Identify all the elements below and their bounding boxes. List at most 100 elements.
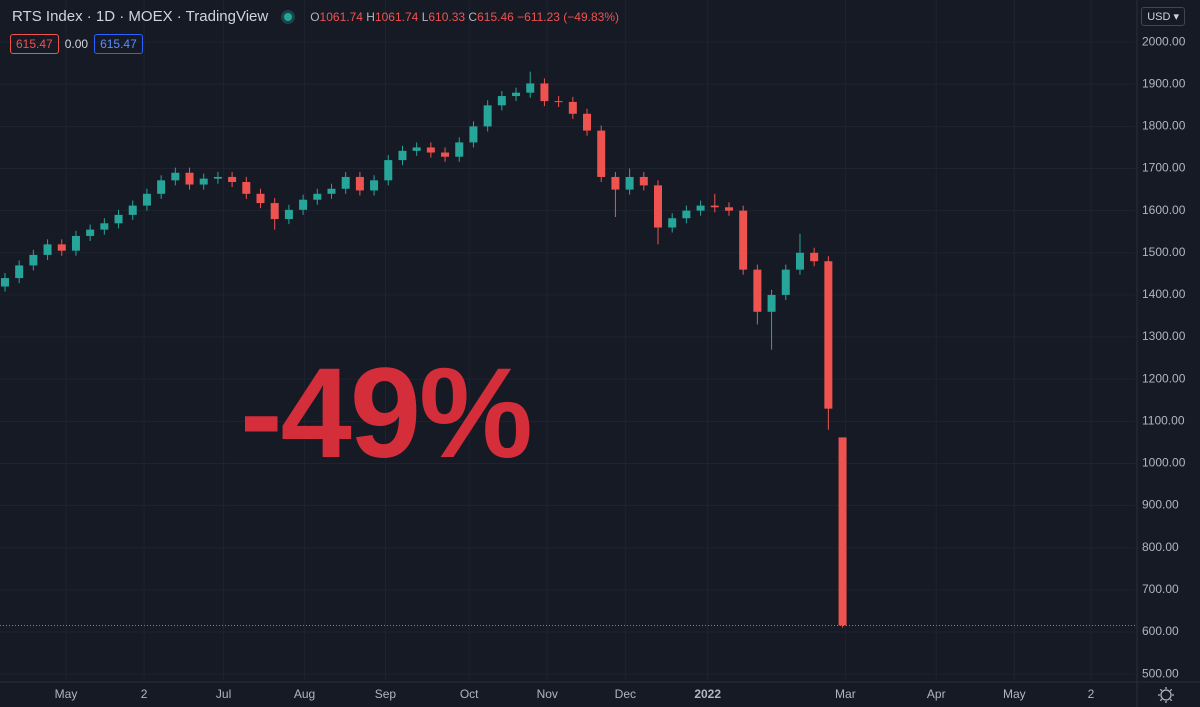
y-tick-label: 800.00 bbox=[1142, 540, 1179, 554]
candle-body bbox=[43, 244, 52, 255]
candle-body bbox=[157, 180, 166, 194]
candle-body bbox=[256, 193, 265, 204]
candle-body bbox=[682, 210, 691, 219]
readout-value: 615.46 bbox=[477, 9, 514, 24]
candle-body bbox=[199, 178, 208, 185]
x-tick-label: Apr bbox=[927, 687, 946, 701]
y-tick-label: 1700.00 bbox=[1142, 161, 1186, 175]
candle-body bbox=[355, 176, 364, 191]
settings-icon[interactable] bbox=[1158, 687, 1174, 703]
candle-body bbox=[270, 203, 279, 220]
candle-body bbox=[284, 209, 293, 220]
x-tick-label: May bbox=[55, 687, 78, 701]
readout-value: 1061.74 bbox=[319, 9, 363, 24]
candle-body bbox=[767, 294, 776, 312]
currency-button[interactable]: USD ▾ bbox=[1141, 7, 1185, 26]
candle-body bbox=[597, 130, 606, 177]
x-tick-label: 2022 bbox=[694, 687, 721, 701]
y-tick-label: 1000.00 bbox=[1142, 456, 1186, 470]
y-tick-label: 1100.00 bbox=[1142, 413, 1185, 427]
candle-body bbox=[526, 83, 535, 93]
candle-body bbox=[412, 147, 421, 151]
candle-body bbox=[838, 437, 847, 626]
y-tick-label: 1600.00 bbox=[1142, 203, 1186, 217]
readout-label: C bbox=[468, 9, 478, 24]
gear-teeth bbox=[1158, 687, 1174, 703]
y-tick-label: 500.00 bbox=[1142, 666, 1179, 680]
grid bbox=[0, 0, 1135, 680]
candle-body bbox=[639, 176, 648, 186]
candle-body bbox=[781, 269, 790, 295]
header: RTS Index · 1D · MOEX · TradingView O106… bbox=[12, 8, 619, 25]
candle-body bbox=[15, 265, 24, 279]
spread: 0.00 bbox=[64, 37, 89, 51]
candle-body bbox=[824, 261, 833, 409]
buy-badge[interactable]: 615.47 bbox=[94, 34, 143, 54]
y-tick-label: 1400.00 bbox=[1142, 287, 1186, 301]
sell-badge[interactable]: 615.47 bbox=[10, 34, 59, 54]
candle-body bbox=[171, 172, 180, 181]
y-tick-label: 900.00 bbox=[1142, 498, 1179, 512]
candle-body bbox=[568, 101, 577, 114]
y-tick-label: 1300.00 bbox=[1142, 329, 1186, 343]
x-tick-label: Nov bbox=[537, 687, 558, 701]
candle-body bbox=[71, 235, 80, 251]
y-tick-label: 1800.00 bbox=[1142, 119, 1186, 133]
candle-body bbox=[483, 105, 492, 127]
candle-body bbox=[29, 254, 38, 266]
candle-body bbox=[313, 193, 322, 200]
candle-body bbox=[625, 176, 634, 190]
candle-body bbox=[398, 150, 407, 161]
x-tick-label: Aug bbox=[294, 687, 315, 701]
candle-body bbox=[441, 152, 450, 157]
gear bbox=[1160, 689, 1172, 701]
candle-body bbox=[540, 83, 549, 102]
candle-body bbox=[795, 252, 804, 270]
candle-body bbox=[213, 176, 222, 179]
candle-body bbox=[739, 210, 748, 270]
candle-body bbox=[810, 252, 819, 262]
candle-body bbox=[710, 205, 719, 208]
candle-body bbox=[384, 160, 393, 181]
readout-change: −611.23 (−49.83%) bbox=[517, 9, 619, 24]
readout-label: O bbox=[310, 9, 320, 24]
candle-body bbox=[554, 101, 563, 103]
candle-body bbox=[341, 176, 350, 189]
readout-value: 1061.74 bbox=[374, 9, 419, 24]
candle-body bbox=[668, 218, 677, 228]
y-tick-label: 2000.00 bbox=[1142, 34, 1186, 48]
x-tick-label: Mar bbox=[835, 687, 856, 701]
annotation: -49% bbox=[240, 342, 533, 485]
candle-body bbox=[583, 113, 592, 131]
candle-body bbox=[228, 176, 237, 183]
x-tick-label: Sep bbox=[375, 687, 397, 701]
x-tick-label: May bbox=[1003, 687, 1026, 701]
candle-body bbox=[242, 182, 251, 194]
candle-body bbox=[497, 96, 506, 106]
x-tick-label: 2 bbox=[141, 687, 148, 701]
status-dot bbox=[284, 12, 293, 21]
candle-body bbox=[724, 207, 733, 211]
candle-body bbox=[696, 205, 705, 211]
candle-body bbox=[654, 185, 663, 228]
candles bbox=[0, 71, 1135, 628]
candle-body bbox=[100, 223, 109, 230]
candle-body bbox=[114, 214, 123, 224]
readout-label: H bbox=[366, 9, 375, 24]
currency: USD bbox=[1147, 11, 1171, 23]
y-tick-label: 700.00 bbox=[1142, 582, 1179, 596]
readout-value: 610.33 bbox=[428, 9, 466, 24]
candle-body bbox=[185, 172, 194, 185]
y-tick-label: 600.00 bbox=[1142, 624, 1179, 638]
readout-label: L bbox=[421, 9, 429, 24]
candle-body bbox=[327, 188, 336, 194]
symbol-title[interactable]: RTS Index · 1D · MOEX · TradingView bbox=[12, 8, 269, 25]
candle-body bbox=[753, 269, 762, 312]
candle-body bbox=[128, 205, 137, 215]
candle-body bbox=[0, 278, 9, 287]
candle-body bbox=[469, 126, 478, 143]
candle-body bbox=[57, 244, 66, 251]
y-tick-label: 1200.00 bbox=[1142, 371, 1186, 385]
candle-body bbox=[370, 180, 379, 191]
